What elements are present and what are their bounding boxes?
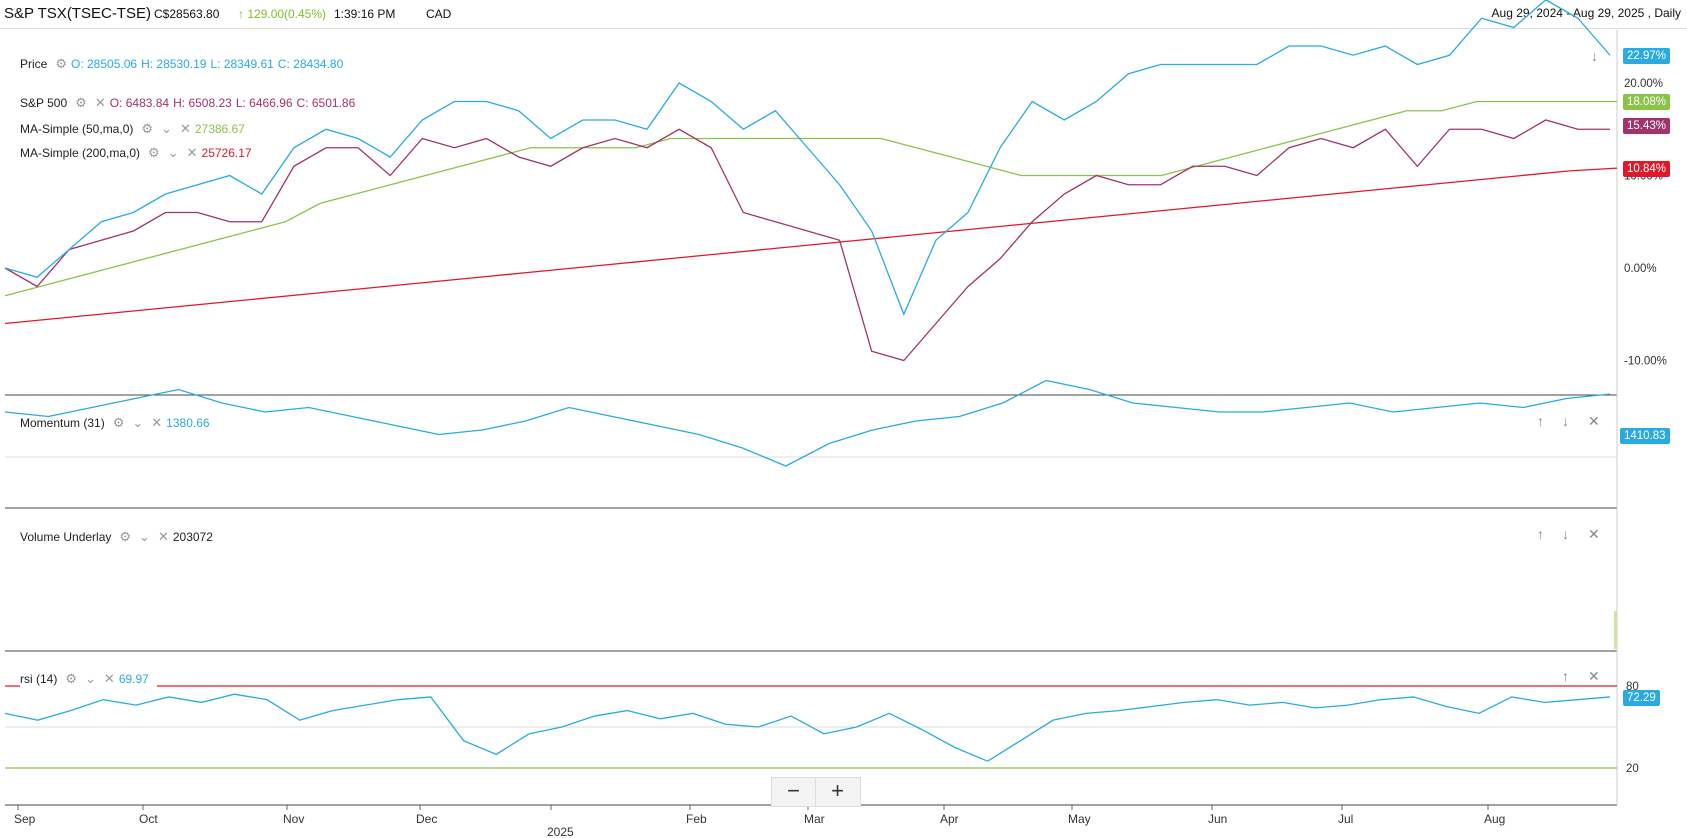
currency: CAD	[426, 7, 452, 21]
y-tick-label: 0.00%	[1624, 263, 1657, 275]
momentum-value: 1380.66	[166, 416, 210, 430]
x-tick-label: Sep	[14, 812, 36, 826]
date-range[interactable]: Aug 29, 2024 - Aug 29, 2025 , Daily	[1491, 6, 1681, 20]
x-tick-label: Apr	[940, 812, 959, 826]
zoom-controls: − +	[771, 777, 861, 807]
close-icon[interactable]: ✕	[1588, 668, 1600, 684]
chevron-down-icon[interactable]: ⌄	[167, 145, 179, 160]
ma50-tag: 18.08%	[1623, 94, 1671, 110]
y-tick-label: -10.00%	[1624, 356, 1667, 368]
x-tick-label: Jun	[1208, 812, 1227, 826]
chevron-down-icon[interactable]: ⌄	[139, 529, 150, 544]
x-tick-label: Feb	[686, 812, 707, 826]
gear-icon[interactable]: ⚙	[141, 121, 154, 136]
ma200-value: 25726.17	[201, 146, 252, 160]
price-tag: 22.97%	[1623, 48, 1671, 64]
momentum-line	[4, 379, 1611, 467]
symbol-title: S&P TSX(TSEC-TSE)	[4, 5, 151, 22]
ma200-legend: MA-Simple (200,ma,0) ⚙ ⌄ ✕ 25726.17	[20, 145, 256, 161]
y-tick-label: 20.00%	[1624, 78, 1663, 90]
rsi-line	[4, 693, 1611, 762]
ma50-line	[4, 100, 1617, 297]
volume-legend: Volume Underlay ⚙ ⌄ ✕ 203072	[20, 529, 217, 545]
sp500-high: H: 6508.23	[173, 96, 232, 110]
sp500-close: C: 6501.86	[296, 96, 356, 110]
sp500-legend-label: S&P 500	[20, 96, 68, 110]
sp500-tag: 15.43%	[1623, 118, 1671, 134]
momentum-tag: 1410.83	[1620, 428, 1670, 444]
volume-bar	[1614, 611, 1617, 649]
volume-value: 203072	[172, 530, 213, 544]
sp500-line	[4, 119, 1610, 362]
last-price: C$28563.80	[154, 7, 220, 21]
header-bar: S&P TSX(TSEC-TSE) C$28563.80 ↑ 129.00 (0…	[0, 0, 1687, 29]
chevron-down-icon[interactable]: ⌄	[132, 415, 144, 430]
close-icon[interactable]: ✕	[151, 415, 163, 430]
rsi-tag: 72.29	[1623, 690, 1660, 706]
close-icon[interactable]: ✕	[157, 529, 169, 544]
move-up-icon[interactable]: ↑	[1537, 413, 1544, 429]
rsi-value: 69.97	[118, 672, 149, 686]
momentum-legend: Momentum (31) ⚙ ⌄ ✕ 1380.66	[20, 415, 214, 431]
gear-icon[interactable]: ⚙	[148, 145, 160, 160]
price-change: ↑ 129.00	[238, 7, 285, 21]
price-change-value: 129.00	[247, 7, 285, 21]
rsi-legend-label: rsi (14)	[20, 672, 58, 686]
x-tick-label: May	[1068, 812, 1091, 826]
close-icon[interactable]: ✕	[186, 145, 198, 160]
close-icon[interactable]: ✕	[1588, 413, 1600, 429]
gear-icon[interactable]: ⚙	[119, 529, 132, 544]
x-tick-label: Jul	[1338, 812, 1353, 826]
chevron-down-icon[interactable]: ⌄	[161, 121, 172, 136]
chevron-down-icon[interactable]: ⌄	[85, 671, 96, 686]
close-icon[interactable]: ✕	[94, 95, 106, 110]
momentum-legend-label: Momentum (31)	[20, 416, 105, 430]
price-low: L: 28349.61	[210, 57, 274, 71]
price-line	[4, 0, 1611, 316]
move-up-icon[interactable]: ↑	[1562, 668, 1569, 684]
zoom-out-button[interactable]: −	[772, 778, 816, 806]
move-down-icon[interactable]: ↓	[1562, 526, 1569, 542]
close-icon[interactable]: ✕	[1588, 526, 1600, 542]
volume-legend-label: Volume Underlay	[20, 530, 112, 544]
price-change-pct: (0.45%)	[284, 7, 327, 21]
ma200-line	[4, 167, 1618, 325]
price-legend-label: Price	[20, 57, 48, 71]
price-open: O: 28505.06	[71, 57, 138, 71]
close-icon[interactable]: ✕	[179, 121, 191, 136]
gear-icon[interactable]: ⚙	[75, 95, 87, 110]
x-tick-label: Dec	[416, 812, 437, 826]
move-down-icon[interactable]: ↓	[1562, 413, 1569, 429]
x-tick-label: Mar	[804, 812, 825, 826]
gear-icon[interactable]: ⚙	[112, 415, 125, 430]
rsi-legend: rsi (14) ⚙ ⌄ ✕ 69.97	[20, 671, 157, 687]
price-high: H: 28530.19	[141, 57, 207, 71]
gear-icon[interactable]: ⚙	[65, 671, 77, 686]
sp500-low: L: 6466.96	[235, 96, 293, 110]
ma50-value: 27386.67	[194, 122, 245, 136]
download-icon[interactable]: ↓	[1591, 48, 1598, 64]
close-icon[interactable]: ✕	[103, 671, 115, 686]
quote-time: 1:39:16 PM	[334, 7, 396, 21]
ma50-legend: MA-Simple (50,ma,0) ⚙ ⌄ ✕ 27386.67	[20, 121, 249, 137]
move-up-icon[interactable]: ↑	[1537, 526, 1544, 542]
x-tick-label: 2025	[547, 825, 574, 838]
price-legend: Price ⚙ O: 28505.06 H: 28530.19 L: 28349.61 C…	[20, 56, 347, 72]
ma50-legend-label: MA-Simple (50,ma,0)	[20, 122, 134, 136]
gear-icon[interactable]: ⚙	[55, 56, 67, 71]
sp500-legend: S&P 500 ⚙ ✕ O: 6483.84 H: 6508.23 L: 6466.96 C…	[20, 95, 359, 111]
sp500-open: O: 6483.84	[109, 96, 170, 110]
x-tick-label: Oct	[139, 812, 158, 826]
x-tick-label: Aug	[1484, 812, 1505, 826]
price-close: C: 28434.80	[277, 57, 344, 71]
zoom-in-button[interactable]: +	[831, 778, 844, 803]
x-tick-label: Nov	[283, 812, 304, 826]
ma200-legend-label: MA-Simple (200,ma,0)	[20, 146, 141, 160]
ma200-tag: 10.84%	[1623, 161, 1671, 177]
rsi-tick-label: 20	[1626, 763, 1639, 775]
